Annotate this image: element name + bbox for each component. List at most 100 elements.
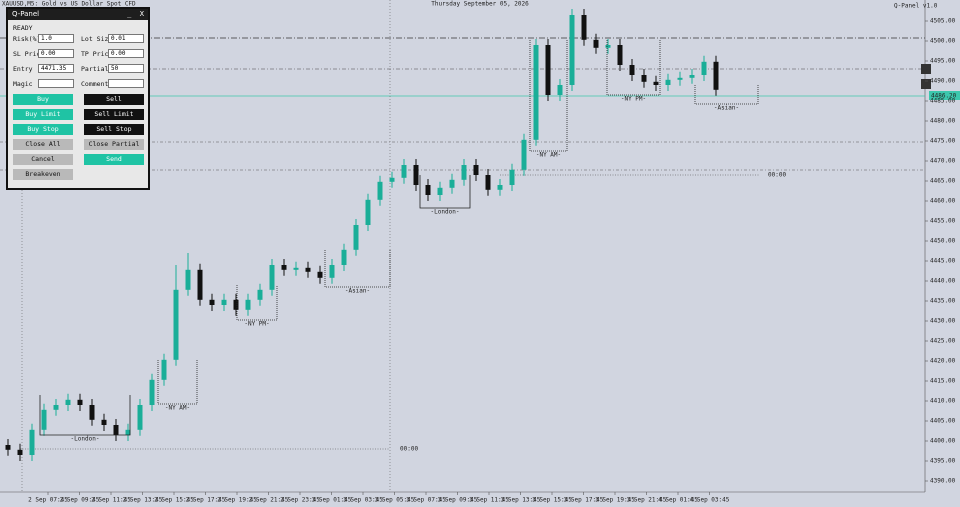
button[interactable]: Buy Limit bbox=[13, 109, 73, 120]
time-label: 2 Sep 19:45 bbox=[217, 497, 257, 504]
button[interactable]: Breakeven bbox=[13, 169, 73, 180]
candle-body bbox=[593, 39, 599, 48]
candle-body bbox=[293, 267, 299, 270]
candle-body bbox=[533, 45, 539, 140]
candle-body bbox=[509, 169, 515, 185]
time-label: 2 Sep 21:45 bbox=[249, 497, 289, 504]
button[interactable]: Close All bbox=[13, 139, 73, 150]
candle-body bbox=[17, 449, 23, 455]
candle-body bbox=[365, 199, 371, 225]
candle-body bbox=[209, 299, 215, 305]
candle-body bbox=[281, 265, 287, 270]
session-box bbox=[157, 360, 198, 405]
candle-body bbox=[305, 267, 311, 272]
time-label: 3 Sep 15:45 bbox=[532, 497, 572, 504]
candle-body bbox=[245, 299, 251, 310]
time-label: 2 Sep 17:45 bbox=[186, 497, 226, 504]
chart-date: Thursday September 05, 2026 bbox=[431, 1, 529, 8]
text-input[interactable]: 50 bbox=[108, 64, 144, 73]
button[interactable]: Send bbox=[84, 154, 144, 165]
midnight-label: 00:00 bbox=[768, 172, 786, 179]
text-input[interactable]: 4471.35 bbox=[38, 64, 74, 73]
price-axis-bg bbox=[925, 0, 960, 507]
button[interactable]: Close Partial bbox=[84, 139, 144, 150]
candle-body bbox=[605, 45, 611, 48]
price-label: 4480.00 bbox=[930, 118, 956, 125]
button[interactable]: Buy bbox=[13, 94, 73, 105]
price-label: 4440.00 bbox=[930, 278, 956, 285]
button[interactable]: Buy Stop bbox=[13, 124, 73, 135]
candle-body bbox=[653, 81, 659, 85]
text-input[interactable]: 1.0 bbox=[38, 34, 74, 43]
candle-body bbox=[521, 139, 527, 170]
price-label: 4465.00 bbox=[930, 178, 956, 185]
time-label: 3 Sep 03:45 bbox=[343, 497, 383, 504]
field-label: Partial % bbox=[81, 65, 117, 73]
price-label: 4455.00 bbox=[930, 218, 956, 225]
scroll-button[interactable] bbox=[921, 79, 931, 89]
text-input[interactable]: 0.01 bbox=[108, 34, 144, 43]
time-label: 4 Sep 03:45 bbox=[690, 497, 730, 504]
candle-body bbox=[149, 379, 155, 405]
text-input[interactable]: 0.00 bbox=[108, 49, 144, 58]
price-label: 4505.00 bbox=[930, 18, 956, 25]
text-input[interactable] bbox=[38, 79, 74, 88]
candle-body bbox=[161, 359, 167, 380]
time-label: 3 Sep 11:45 bbox=[469, 497, 509, 504]
window-controls[interactable]: _ X bbox=[127, 10, 144, 18]
button[interactable]: Sell Limit bbox=[84, 109, 144, 120]
candle-body bbox=[389, 177, 395, 182]
session-box bbox=[694, 85, 759, 105]
button[interactable]: Cancel bbox=[13, 154, 73, 165]
candle-body bbox=[53, 405, 59, 410]
candle-body bbox=[269, 265, 275, 290]
time-label: 3 Sep 17:45 bbox=[564, 497, 604, 504]
session-label: -NY AM- bbox=[165, 405, 190, 412]
price-label: 4390.00 bbox=[930, 478, 956, 485]
candle-body bbox=[461, 165, 467, 180]
price-label: 4490.00 bbox=[930, 78, 956, 85]
candle-body bbox=[89, 405, 95, 420]
candle-body bbox=[437, 187, 443, 195]
button[interactable]: Sell Stop bbox=[84, 124, 144, 135]
candle-body bbox=[497, 185, 503, 190]
price-label: 4420.00 bbox=[930, 358, 956, 365]
text-input[interactable]: 0.00 bbox=[38, 49, 74, 58]
session-label: -London- bbox=[431, 209, 460, 216]
candle-body bbox=[221, 299, 227, 305]
candle-body bbox=[377, 181, 383, 200]
price-label: 4410.00 bbox=[930, 398, 956, 405]
candle-body bbox=[185, 269, 191, 290]
price-label: 4500.00 bbox=[930, 38, 956, 45]
scroll-button[interactable] bbox=[921, 64, 931, 74]
field-label: Magic bbox=[13, 80, 33, 88]
price-label: 4485.00 bbox=[930, 98, 956, 105]
price-label: 4470.00 bbox=[930, 158, 956, 165]
indicator-name: Q-Panel v1.0 bbox=[894, 3, 938, 10]
panel-title: Q-Panel bbox=[8, 9, 148, 20]
candle-body bbox=[353, 225, 359, 250]
midnight-label: 00:00 bbox=[400, 446, 418, 453]
price-label: 4405.00 bbox=[930, 418, 956, 425]
time-label: 3 Sep 09:45 bbox=[438, 497, 478, 504]
q-panel[interactable]: Q-Panel _ X READY Risk(%) 1.0 Lot Size 0.01… bbox=[6, 7, 150, 190]
time-label: 2 Sep 07:45 bbox=[28, 497, 68, 504]
price-label: 4435.00 bbox=[930, 298, 956, 305]
session-label: -London- bbox=[71, 436, 100, 443]
text-input[interactable] bbox=[108, 79, 144, 88]
candle-body bbox=[257, 289, 263, 300]
candle-body bbox=[101, 419, 107, 425]
candle-body bbox=[233, 299, 239, 310]
candle-body bbox=[689, 75, 695, 78]
candle-body bbox=[617, 45, 623, 65]
candle-body bbox=[449, 179, 455, 188]
price-label: 4495.00 bbox=[930, 58, 956, 65]
candle-body bbox=[197, 269, 203, 300]
candle-body bbox=[341, 249, 347, 265]
candle-body bbox=[701, 61, 707, 75]
button[interactable]: Sell bbox=[84, 94, 144, 105]
field-label: Comment bbox=[81, 80, 109, 88]
time-label: 2 Sep 09:45 bbox=[60, 497, 100, 504]
status: READY bbox=[13, 24, 33, 32]
